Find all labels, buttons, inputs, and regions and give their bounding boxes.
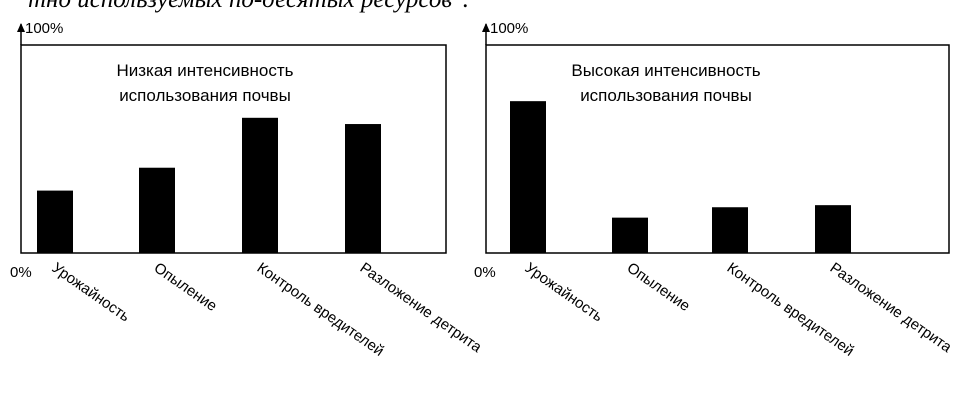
bar-1: [510, 101, 546, 253]
chart-title-line: использования почвы: [119, 86, 291, 105]
chart-title-line: использования почвы: [580, 86, 752, 105]
chart-2: 100% 0% Высокая интенсивность использования…: [474, 20, 955, 360]
chart-1: 100% 0% Низкая интенсивность использования …: [10, 20, 485, 360]
category-label: Опыление: [624, 259, 693, 315]
y-bottom-label: 0%: [474, 264, 496, 281]
bar-2: [612, 217, 648, 253]
y-bottom-label: 0%: [10, 264, 32, 281]
y-axis-arrow-icon: [17, 23, 25, 32]
category-label: Опыление: [151, 259, 220, 315]
y-top-label: 100%: [490, 20, 528, 37]
bar-3: [242, 117, 278, 253]
chart-title-line: Высокая интенсивность: [571, 61, 760, 80]
chart-title-line: Низкая интенсивность: [116, 61, 293, 80]
category-label: Урожайность: [49, 259, 133, 325]
bar-2: [139, 167, 175, 253]
bar-1: [37, 190, 73, 253]
bar-4: [815, 205, 851, 253]
y-axis-arrow-icon: [482, 23, 490, 32]
bar-3: [712, 207, 748, 253]
y-top-label: 100%: [25, 20, 63, 37]
category-label: Урожайность: [522, 259, 606, 325]
plot-frame: [20, 44, 447, 254]
header-text: тно используемых по-десятых ресурсов".: [28, 0, 469, 14]
bar-4: [345, 124, 381, 253]
